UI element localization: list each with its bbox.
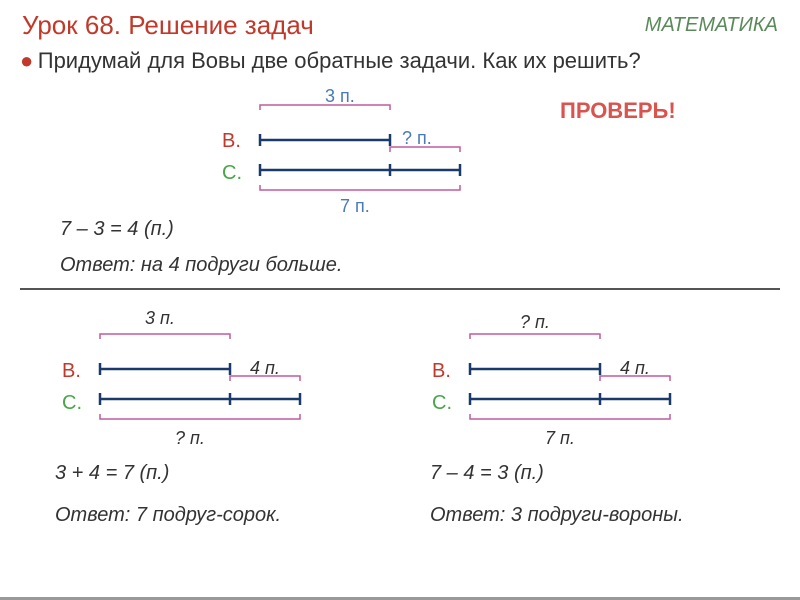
bl-v-label: В. bbox=[62, 360, 81, 383]
top-v-label: В. bbox=[222, 130, 241, 153]
br-v-label: В. bbox=[432, 360, 451, 383]
question-text: Придумай для Вовы две обратные задачи. К… bbox=[38, 48, 641, 73]
bl-s-label: С. bbox=[62, 392, 82, 415]
lesson-title: Урок 68. Решение задач bbox=[22, 10, 314, 41]
bl-equation: 3 + 4 = 7 (п.) bbox=[55, 462, 169, 485]
divider-line bbox=[20, 288, 780, 290]
question-row: ● Придумай для Вовы две обратные задачи.… bbox=[20, 48, 641, 74]
br-s-label: С. bbox=[432, 392, 452, 415]
check-label: ПРОВЕРЬ! bbox=[560, 98, 676, 124]
bl-diagram bbox=[100, 334, 320, 434]
top-answer: Ответ: на 4 подруги больше. bbox=[60, 254, 342, 277]
bl-topnum: 3 п. bbox=[145, 308, 175, 329]
bl-answer: Ответ: 7 подруг-сорок. bbox=[55, 504, 281, 527]
br-topnum: ? п. bbox=[520, 312, 550, 333]
top-topnum: 3 п. bbox=[325, 86, 355, 107]
br-diagram bbox=[470, 334, 690, 434]
bullet-icon: ● bbox=[20, 48, 33, 73]
br-equation: 7 – 4 = 3 (п.) bbox=[430, 462, 544, 485]
subject-label: МАТЕМАТИКА bbox=[645, 14, 778, 37]
top-equation: 7 – 3 = 4 (п.) bbox=[60, 218, 174, 241]
top-diagram bbox=[260, 105, 480, 205]
br-answer: Ответ: 3 подруги-вороны. bbox=[430, 504, 684, 527]
top-s-label: С. bbox=[222, 162, 242, 185]
